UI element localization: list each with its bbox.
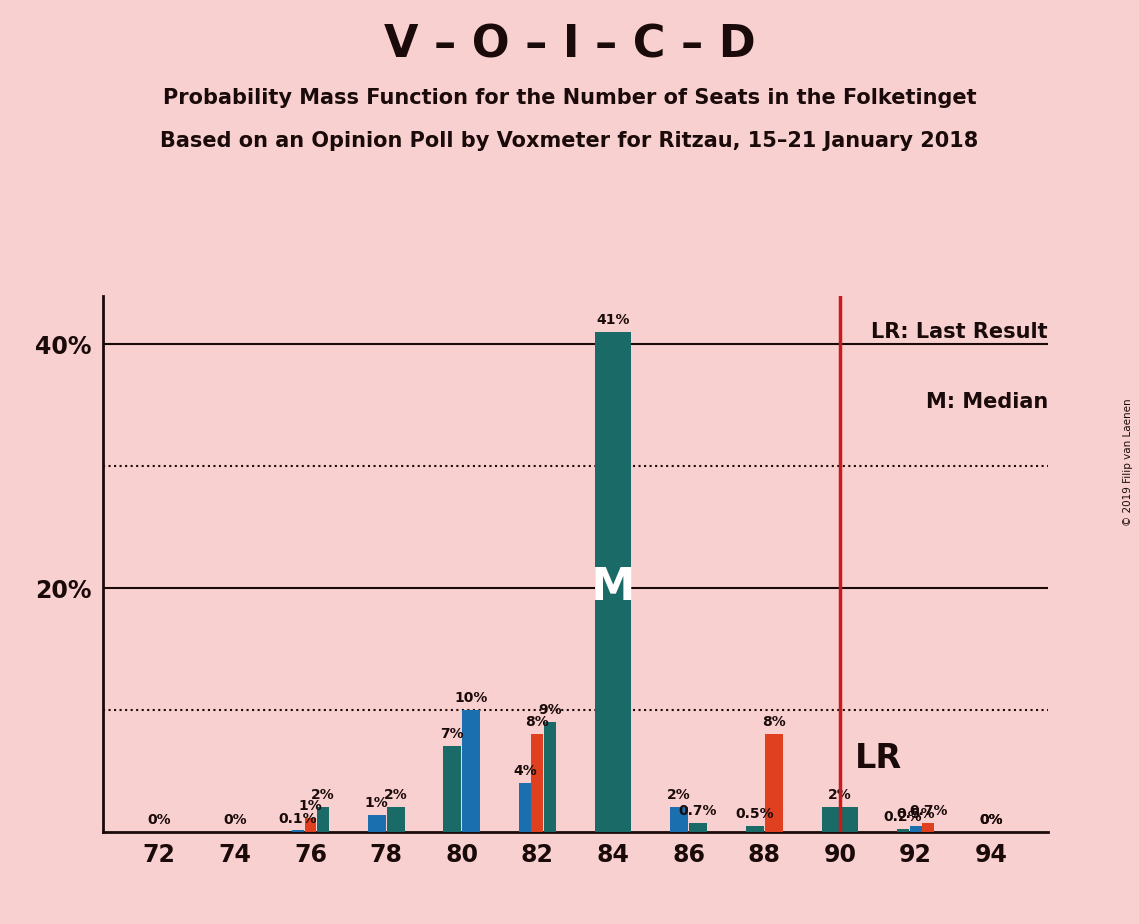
Text: 0%: 0% xyxy=(147,813,171,827)
Text: 0.7%: 0.7% xyxy=(909,804,948,819)
Bar xyxy=(462,710,481,832)
Text: 0.7%: 0.7% xyxy=(679,804,718,819)
Text: 0%: 0% xyxy=(980,813,1003,827)
Text: 2%: 2% xyxy=(384,788,408,802)
Text: 4%: 4% xyxy=(513,764,536,778)
Bar xyxy=(595,333,631,832)
Text: 0.1%: 0.1% xyxy=(279,811,317,825)
Text: 41%: 41% xyxy=(596,313,630,327)
Bar xyxy=(518,783,531,832)
Bar xyxy=(896,829,909,832)
Bar xyxy=(689,823,707,832)
Text: 8%: 8% xyxy=(525,715,549,729)
Text: © 2019 Filip van Laenen: © 2019 Filip van Laenen xyxy=(1123,398,1133,526)
Text: 8%: 8% xyxy=(762,715,786,729)
Text: 0%: 0% xyxy=(980,813,1003,827)
Bar xyxy=(544,722,556,832)
Bar xyxy=(443,747,461,832)
Text: 0.5%: 0.5% xyxy=(896,807,935,821)
Text: 0%: 0% xyxy=(223,813,247,827)
Text: 9%: 9% xyxy=(538,703,562,717)
Bar xyxy=(532,735,543,832)
Bar xyxy=(292,831,304,832)
Text: 2%: 2% xyxy=(828,788,852,802)
Bar xyxy=(910,825,921,832)
Text: Probability Mass Function for the Number of Seats in the Folketinget: Probability Mass Function for the Number… xyxy=(163,88,976,108)
Text: M: Median: M: Median xyxy=(926,392,1048,412)
Text: 10%: 10% xyxy=(454,691,487,705)
Text: V – O – I – C – D: V – O – I – C – D xyxy=(384,23,755,67)
Bar xyxy=(923,823,934,832)
Text: 1%: 1% xyxy=(298,799,322,813)
Bar xyxy=(386,808,404,832)
Text: 0.2%: 0.2% xyxy=(884,810,923,824)
Bar xyxy=(368,815,386,832)
Text: 7%: 7% xyxy=(441,727,464,741)
Text: 1%: 1% xyxy=(364,796,388,809)
Bar xyxy=(317,808,329,832)
Bar xyxy=(746,825,764,832)
Bar xyxy=(822,808,858,832)
Bar xyxy=(304,819,317,832)
Text: 2%: 2% xyxy=(667,788,691,802)
Bar xyxy=(670,808,688,832)
Text: LR: Last Result: LR: Last Result xyxy=(871,322,1048,343)
Text: 2%: 2% xyxy=(311,788,335,802)
Text: M: M xyxy=(591,566,636,610)
Text: LR: LR xyxy=(855,742,902,775)
Text: 0.5%: 0.5% xyxy=(736,807,775,821)
Text: Based on an Opinion Poll by Voxmeter for Ritzau, 15–21 January 2018: Based on an Opinion Poll by Voxmeter for… xyxy=(161,131,978,152)
Bar xyxy=(764,735,782,832)
